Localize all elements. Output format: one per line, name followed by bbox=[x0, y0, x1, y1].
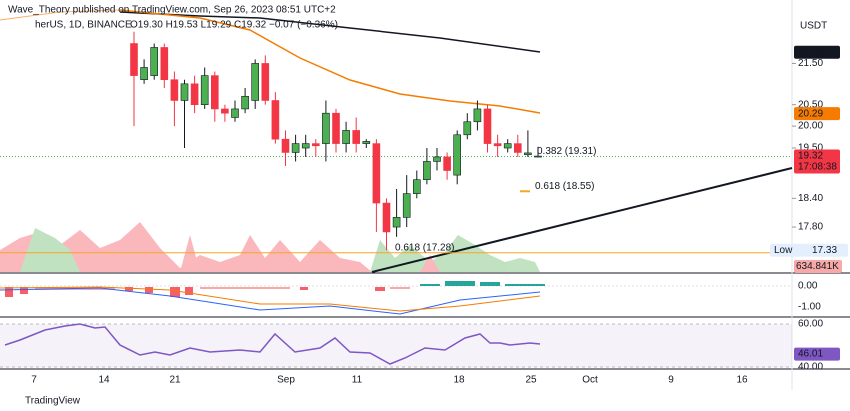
x-tick-label: 7 bbox=[31, 375, 37, 386]
candle-body bbox=[160, 47, 169, 80]
macd-tick-label: -1.00 bbox=[798, 302, 821, 313]
price-badge bbox=[794, 149, 840, 174]
y-tick-label: 21.50 bbox=[798, 58, 823, 69]
fib-label: 0.618 (18.55) bbox=[535, 181, 595, 192]
price-badge-label: 20.29 bbox=[798, 108, 823, 119]
candle-body bbox=[311, 143, 320, 147]
candle-body bbox=[362, 141, 371, 144]
y-tick-label: 18.40 bbox=[798, 193, 823, 204]
footer: TradingView bbox=[25, 396, 81, 407]
rsi-tick-label: 40.00 bbox=[798, 362, 823, 373]
fib-label: 0.618 (17.28) bbox=[395, 242, 455, 253]
low-name: Low bbox=[774, 245, 793, 256]
y-tick-label: 19.50 bbox=[798, 143, 823, 154]
x-tick-label: 21 bbox=[169, 375, 181, 386]
candle-body bbox=[271, 100, 280, 140]
x-tick-label: 9 bbox=[668, 375, 674, 386]
x-tick-label: Oct bbox=[582, 375, 598, 386]
candle-body bbox=[513, 143, 522, 153]
candle-body bbox=[473, 108, 482, 123]
candle-body bbox=[251, 63, 259, 101]
x-tick-label: 16 bbox=[736, 375, 748, 386]
candle-body bbox=[503, 143, 512, 149]
ma-200 bbox=[119, 11, 541, 53]
candle-body bbox=[150, 47, 158, 76]
candle-body bbox=[221, 108, 229, 114]
x-tick-label: 11 bbox=[352, 375, 363, 386]
x-tick-label: 14 bbox=[98, 375, 110, 386]
y-tick-label: 17.80 bbox=[798, 222, 823, 233]
candle-body bbox=[352, 130, 361, 144]
candle-body bbox=[524, 152, 532, 156]
ma-50-left bbox=[0, 9, 121, 21]
x-tick-label: Sep bbox=[277, 375, 295, 386]
y-tick-label: 20.00 bbox=[798, 121, 823, 132]
x-tick-label: 25 bbox=[525, 375, 537, 386]
price-badge-label: 19.32 bbox=[798, 151, 823, 162]
candle-body bbox=[412, 179, 421, 194]
ohlc: O19.30 H19.53 L19.29 C19.32 −0.07 (−0.36… bbox=[130, 20, 338, 31]
candle-body bbox=[483, 108, 492, 144]
candle-body bbox=[534, 155, 542, 158]
symbol: herUS, 1D, BINANCE bbox=[35, 20, 132, 31]
candle-body bbox=[433, 156, 441, 162]
candle-body bbox=[443, 156, 451, 171]
candle-body bbox=[140, 67, 148, 80]
candle-body bbox=[382, 202, 391, 233]
candle-body bbox=[200, 75, 209, 105]
countdown: 17:08:38 bbox=[798, 162, 837, 173]
candle-body bbox=[342, 130, 350, 144]
candle-body bbox=[493, 143, 502, 147]
publisher: Wave_Theory published on TradingView.com… bbox=[8, 5, 336, 16]
currency: USDT bbox=[800, 21, 827, 32]
rsi-tick-label: 60.00 bbox=[798, 319, 823, 330]
candle-body bbox=[392, 217, 401, 228]
x-tick-label: 18 bbox=[453, 375, 465, 386]
low-badge bbox=[770, 243, 848, 257]
rsi bbox=[0, 323, 792, 368]
price-badge bbox=[794, 107, 840, 121]
fib-label: 0.382 (19.31) bbox=[537, 146, 597, 157]
candle-body bbox=[281, 138, 290, 153]
candle-body bbox=[190, 83, 199, 105]
candle-body bbox=[301, 143, 310, 149]
candle-body bbox=[211, 75, 219, 110]
ma-50 bbox=[119, 9, 541, 114]
price-badge-label: 21.78 bbox=[798, 47, 823, 58]
candle-body bbox=[463, 121, 472, 136]
price-badge bbox=[794, 45, 840, 59]
macd bbox=[0, 281, 792, 315]
candle-body bbox=[130, 43, 138, 76]
candle-body bbox=[372, 143, 381, 204]
y-tick-label: 20.50 bbox=[798, 99, 823, 110]
candle-body bbox=[180, 83, 189, 101]
trendline bbox=[371, 167, 793, 273]
low-value: 17.33 bbox=[812, 245, 837, 256]
rsi-badge-label: 46.01 bbox=[798, 349, 823, 360]
volume-badge bbox=[794, 260, 842, 273]
candle-body bbox=[402, 193, 411, 218]
candle-body bbox=[453, 134, 462, 176]
candle-body bbox=[231, 108, 239, 118]
candle-body bbox=[170, 79, 179, 101]
rsi-badge bbox=[794, 347, 840, 361]
candle-body bbox=[332, 112, 340, 144]
candle-body bbox=[261, 63, 270, 101]
candle-body bbox=[322, 112, 330, 144]
candle-body bbox=[423, 161, 431, 180]
macd-tick-label: 0.00 bbox=[798, 281, 818, 292]
candle-body bbox=[291, 143, 300, 153]
candle-body bbox=[241, 95, 249, 110]
volume-label: 634.841K bbox=[796, 261, 839, 272]
